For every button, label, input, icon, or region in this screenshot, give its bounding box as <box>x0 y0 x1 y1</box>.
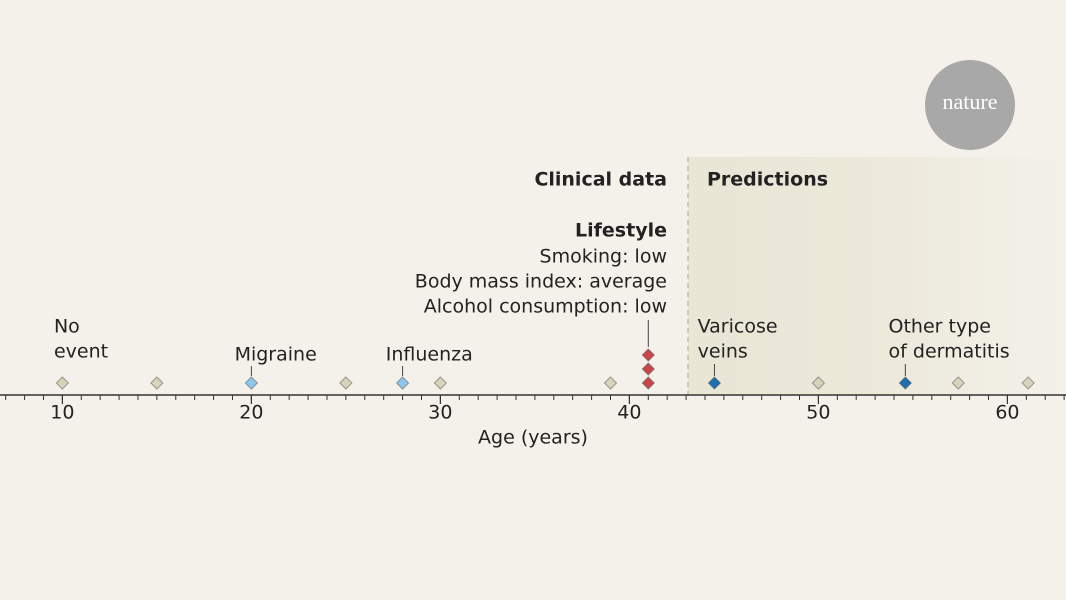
lifestyle-line: Alcohol consumption: low <box>424 296 667 318</box>
event-marker <box>641 362 656 376</box>
event-marker <box>150 376 164 390</box>
x-tick-label: 40 <box>617 402 641 424</box>
event-label: Influenza <box>386 344 473 366</box>
event-marker <box>339 376 353 390</box>
event-label: veins <box>698 341 748 363</box>
x-tick-label: 60 <box>995 402 1019 424</box>
lifestyle-line: Smoking: low <box>540 246 667 268</box>
event-label: Migraine <box>235 344 317 366</box>
event-marker <box>433 376 448 390</box>
event-marker <box>55 376 70 390</box>
x-tick-label: 50 <box>806 402 830 424</box>
event-label: Varicose <box>698 316 778 338</box>
event-marker <box>811 376 826 390</box>
x-tick-label: 30 <box>428 402 452 424</box>
x-axis-label: Age (years) <box>478 427 588 449</box>
region-label: Predictions <box>707 169 828 191</box>
predictions-region <box>687 157 1066 395</box>
x-tick-label: 20 <box>239 402 263 424</box>
event-marker <box>951 376 965 390</box>
event-marker <box>641 376 656 390</box>
event-marker <box>898 376 913 390</box>
event-label: Other type <box>889 316 991 338</box>
event-label: event <box>54 341 108 363</box>
event-marker <box>603 376 618 390</box>
lifestyle-title: Lifestyle <box>575 220 667 242</box>
event-label: No <box>54 316 80 338</box>
event-label: of dermatitis <box>889 341 1010 363</box>
event-marker <box>1021 376 1035 390</box>
lifestyle-line: Body mass index: average <box>415 271 667 293</box>
event-marker <box>641 348 656 362</box>
x-tick-label: 10 <box>50 402 74 424</box>
logo-circle <box>925 60 1015 150</box>
event-marker <box>707 376 722 390</box>
region-label: Clinical data <box>534 169 667 191</box>
event-marker <box>244 376 259 390</box>
event-marker <box>395 376 410 390</box>
logo: nature <box>943 89 998 114</box>
